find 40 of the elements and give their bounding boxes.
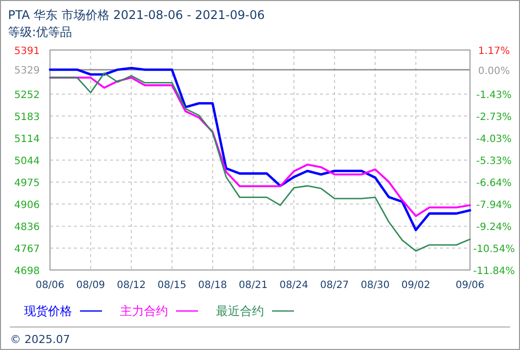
chart-title: PTA 华东 市场价格 2021-08-06 - 2021-09-06 — [8, 8, 265, 22]
y2-tick-label: -11.84% — [473, 266, 515, 277]
y-tick-label: 5391 — [14, 46, 40, 57]
x-tick-label: 09/06 — [456, 280, 484, 291]
chart-subtitle: 等级:优等品 — [8, 25, 72, 39]
y-tick-label: 5114 — [14, 134, 40, 145]
x-tick-label: 08/15 — [158, 280, 186, 291]
y2-tick-label: -7.94% — [476, 200, 512, 212]
y-tick-label: 4906 — [14, 200, 40, 211]
x-tick-label: 08/12 — [116, 280, 146, 291]
y2-tick-label: 0.00% — [478, 66, 510, 77]
y2-tick-label: -6.64% — [476, 178, 512, 190]
y-tick-label: 4698 — [14, 266, 40, 277]
y-tick-label: 4836 — [14, 222, 40, 234]
y2-tick-label: -5.33% — [476, 156, 512, 167]
y-tick-label: 5183 — [14, 112, 40, 124]
y2-tick-label: 1.17% — [478, 46, 510, 57]
x-tick-label: 08/24 — [279, 280, 308, 291]
x-tick-label: 08/09 — [76, 280, 106, 291]
x-tick-label: 08/06 — [36, 280, 64, 291]
x-tick-label: 08/30 — [360, 280, 390, 291]
x-tick-label: 08/21 — [238, 280, 268, 291]
x-tick-label: 08/18 — [198, 280, 227, 291]
y-tick-label: 4767 — [14, 244, 40, 256]
x-tick-label: 09/02 — [401, 280, 430, 291]
y2-tick-label: -9.24% — [476, 222, 512, 234]
y2-tick-label: -4.03% — [476, 134, 512, 145]
y-tick-label: 5329 — [14, 66, 40, 77]
text: © 2025.07 — [10, 333, 70, 346]
line-series — [49, 76, 471, 217]
legend-label: 现货价格 — [24, 304, 72, 318]
legend-label: 主力合约 — [120, 304, 168, 318]
x-tick-label: 08/27 — [320, 280, 349, 291]
y2-tick-label: -10.54% — [473, 244, 515, 256]
y-tick-label: 4975 — [14, 178, 40, 190]
y-tick-label: 5252 — [14, 90, 40, 102]
y2-tick-label: -1.43% — [476, 90, 512, 101]
y2-tick-label: -2.73% — [476, 112, 512, 123]
legend-label: 最近合约 — [216, 304, 264, 318]
y-tick-label: 5044 — [14, 156, 40, 168]
